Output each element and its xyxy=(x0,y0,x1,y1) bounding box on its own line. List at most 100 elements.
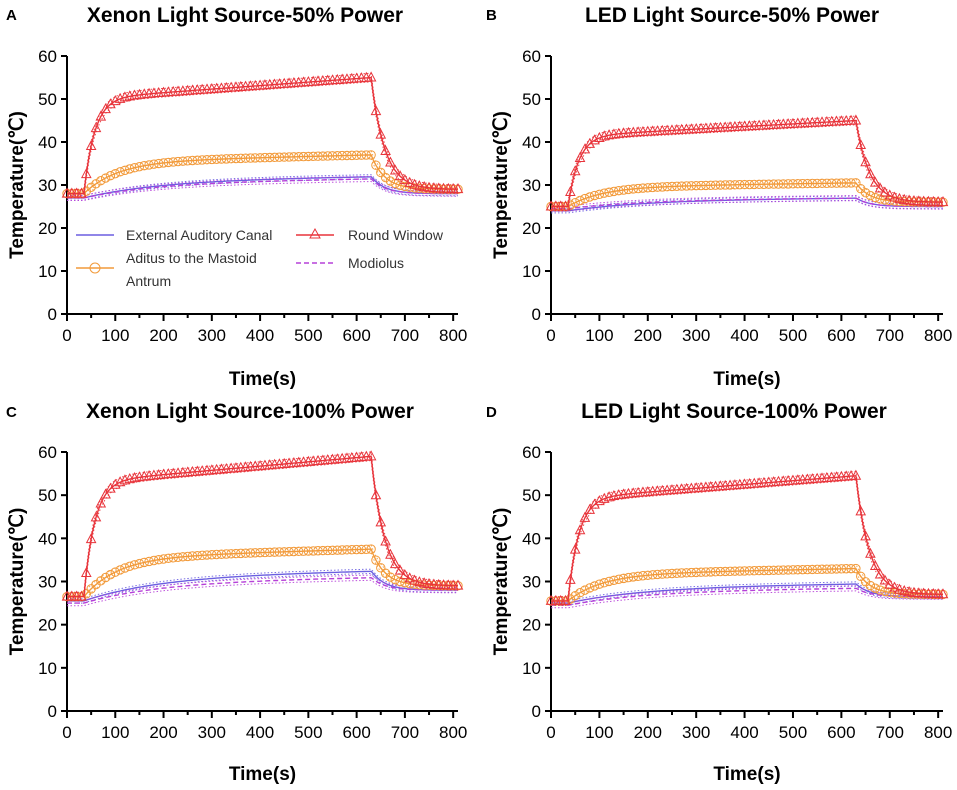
point-rw xyxy=(389,558,401,569)
point-adi xyxy=(599,188,609,198)
point-adi xyxy=(202,550,212,560)
point-adi xyxy=(609,575,619,585)
point-adi xyxy=(580,193,590,204)
y-tick-label: 20 xyxy=(522,219,541,238)
point-adi xyxy=(255,547,265,558)
point-rw xyxy=(560,594,571,605)
point-rw xyxy=(594,495,605,506)
point-adi xyxy=(570,590,580,601)
point-rw xyxy=(399,174,411,185)
point-adi xyxy=(768,179,779,189)
point-adi xyxy=(831,564,842,574)
point-adi xyxy=(226,154,236,164)
point-adi xyxy=(265,547,275,558)
point-adi xyxy=(618,573,629,584)
point-adi xyxy=(710,567,721,577)
point-rw xyxy=(903,194,915,205)
point-adi xyxy=(575,195,585,206)
point-rw xyxy=(370,105,382,116)
x-tick-label: 300 xyxy=(682,326,710,345)
point-adi xyxy=(192,155,203,165)
x-tick-label: 700 xyxy=(391,723,419,742)
point-adi xyxy=(125,164,135,174)
point-adi xyxy=(347,150,357,161)
x-tick-label: 200 xyxy=(634,326,662,345)
point-adi xyxy=(298,151,309,162)
point-adi xyxy=(376,167,386,178)
point-adi xyxy=(318,545,328,556)
point-adi xyxy=(778,565,788,575)
point-adi xyxy=(710,180,721,190)
point-rw xyxy=(423,181,435,192)
point-rw xyxy=(869,559,881,571)
point-adi xyxy=(580,585,590,595)
point-adi xyxy=(565,200,576,210)
point-rw xyxy=(874,568,886,579)
point-adi xyxy=(633,571,643,582)
y-tick-label: 40 xyxy=(522,529,541,548)
x-tick-label: 100 xyxy=(585,326,613,345)
point-adi xyxy=(187,155,198,166)
series-mod-upper xyxy=(551,194,943,207)
point-rw xyxy=(855,138,867,150)
point-adi xyxy=(178,156,188,166)
point-rw xyxy=(404,572,416,583)
point-adi xyxy=(754,565,764,576)
point-adi xyxy=(764,179,774,189)
y-tick-label: 50 xyxy=(522,90,541,109)
point-adi xyxy=(366,544,376,554)
point-adi xyxy=(376,563,386,573)
point-adi xyxy=(594,579,605,589)
point-adi xyxy=(720,566,730,577)
series-adi-line xyxy=(67,154,458,195)
y-tick-label: 30 xyxy=(38,176,57,195)
x-tick-label: 200 xyxy=(634,723,662,742)
point-adi xyxy=(351,150,362,160)
point-adi xyxy=(86,182,96,193)
point-rw xyxy=(394,170,406,181)
point-rw xyxy=(80,168,92,179)
point-adi xyxy=(424,580,434,591)
point-adi xyxy=(351,544,362,555)
point-adi xyxy=(245,153,256,163)
x-tick-label: 500 xyxy=(294,723,322,742)
point-rw xyxy=(109,478,121,489)
legend-label-eac: External Auditory Canal xyxy=(126,227,272,243)
point-adi xyxy=(865,580,876,591)
point-rw xyxy=(903,586,915,597)
point-adi xyxy=(846,563,856,574)
point-rw xyxy=(869,176,881,187)
series-mod-line xyxy=(67,576,458,604)
panel-letter: D xyxy=(486,404,497,421)
x-tick-label: 500 xyxy=(294,326,322,345)
point-adi xyxy=(289,546,299,557)
point-rw xyxy=(589,498,600,509)
point-adi xyxy=(720,180,730,190)
x-tick-label: 700 xyxy=(391,326,419,345)
point-adi xyxy=(749,566,759,576)
point-rw xyxy=(937,195,949,207)
series-eac-lower xyxy=(551,585,943,606)
point-rw xyxy=(579,511,591,522)
point-adi xyxy=(643,570,653,580)
point-adi xyxy=(676,181,687,191)
x-tick-label: 600 xyxy=(827,326,855,345)
panel-A: A Xenon Light Source-50% Power 0 10 20 30 40 50… xyxy=(6,4,467,390)
series-mod-upper xyxy=(67,175,458,196)
chart-title: Xenon Light Source-50% Power xyxy=(87,4,403,27)
y-tick-label: 40 xyxy=(38,529,57,548)
point-adi xyxy=(851,563,861,574)
point-rw xyxy=(90,122,102,133)
point-adi xyxy=(618,185,629,195)
point-rw xyxy=(860,530,871,541)
point-adi xyxy=(279,152,289,162)
point-rw xyxy=(114,476,126,487)
point-adi xyxy=(686,567,697,578)
point-adi xyxy=(604,187,614,197)
point-rw xyxy=(452,579,464,590)
point-adi xyxy=(163,157,174,168)
point-rw xyxy=(409,178,420,189)
legend: External Auditory Canal Round Window Aditu… xyxy=(76,227,444,289)
point-adi xyxy=(356,150,367,160)
x-tick-label: 300 xyxy=(682,723,710,742)
